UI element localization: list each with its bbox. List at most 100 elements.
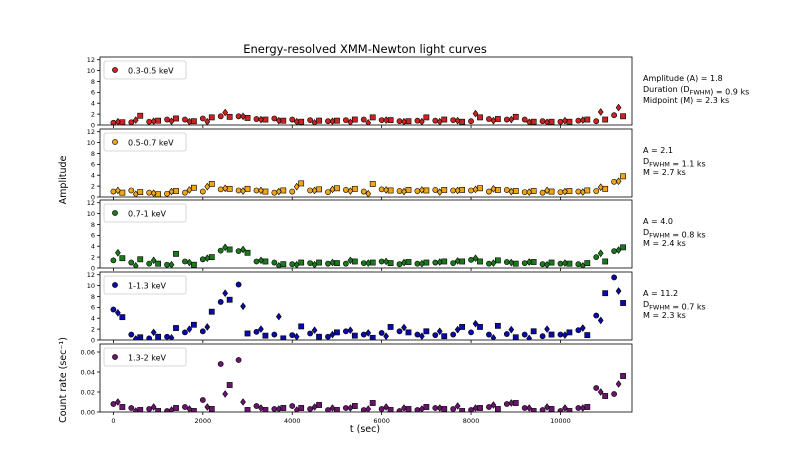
diamond-point — [454, 116, 461, 125]
legend-label: 1-1.3 keV — [128, 282, 167, 291]
square-point — [405, 118, 412, 125]
circle-point — [271, 189, 278, 196]
diamond-point — [562, 116, 568, 125]
diamond-point — [329, 404, 336, 412]
panel-2: 0 2 4 6 8 10 12 0.5-0.7 keV A = 2.1 DFWHM = 1.1 k… — [87, 128, 706, 201]
circle-point — [110, 257, 117, 264]
diamond-point — [222, 108, 229, 117]
diamond-point — [186, 186, 193, 194]
diamond-point — [436, 188, 443, 196]
y-tick-label: 0 — [91, 193, 95, 201]
diamond-point — [365, 405, 372, 412]
square-point — [620, 373, 626, 379]
circle-point — [128, 187, 135, 194]
diamond-point — [436, 117, 443, 125]
diamond-point — [383, 332, 389, 340]
square-point — [620, 300, 626, 306]
circle-point — [217, 186, 224, 193]
circle-point — [611, 178, 618, 185]
diamond-point — [383, 116, 389, 124]
square-point — [119, 404, 126, 410]
circle-point — [182, 189, 188, 196]
square-point — [512, 260, 519, 267]
diamond-point — [490, 401, 497, 409]
y-tick-label: 12 — [87, 56, 95, 64]
y-tick-label: 6 — [91, 89, 95, 97]
circle-point — [289, 261, 296, 268]
circle-point — [593, 254, 600, 261]
x-tick-label: 10000 — [550, 417, 571, 425]
diamond-point — [419, 405, 425, 412]
diamond-point — [240, 245, 246, 254]
circle-point — [253, 328, 260, 335]
square-point — [584, 116, 591, 123]
diamond-point — [401, 404, 407, 412]
square-point — [119, 119, 126, 125]
square-point — [494, 116, 501, 122]
diamond-point — [240, 187, 246, 195]
circle-point — [235, 187, 242, 194]
diamond-point — [150, 117, 157, 125]
square-point — [566, 329, 573, 336]
diamond-point — [526, 188, 533, 196]
diamond-point — [597, 316, 604, 325]
square-point — [494, 187, 501, 193]
diamond-point — [562, 331, 568, 339]
circle-point — [253, 116, 260, 122]
circle-point — [164, 333, 170, 340]
diamond-point — [347, 187, 354, 195]
square-point — [620, 113, 626, 120]
diamond-point — [132, 407, 139, 412]
diamond-point — [472, 254, 479, 263]
square-point — [441, 116, 448, 123]
diamond-point — [544, 325, 550, 333]
circle-point — [164, 116, 170, 123]
circle-point — [486, 116, 492, 122]
square-point — [477, 324, 483, 330]
square-point — [173, 325, 179, 331]
square-point — [155, 333, 162, 340]
diamond-point — [132, 116, 139, 124]
diamond-point — [490, 259, 497, 267]
legend-box — [103, 132, 187, 152]
diamond-point — [597, 183, 604, 192]
diamond-point — [436, 258, 443, 266]
diamond-point — [115, 398, 121, 406]
diamond-point — [329, 185, 336, 194]
panel-1-points — [110, 103, 626, 125]
diamond-point — [186, 117, 193, 125]
y-tick-label: 4 — [91, 100, 95, 108]
diamond-point — [186, 405, 193, 412]
circle-point — [521, 116, 528, 123]
legend-box — [103, 347, 187, 367]
diamond-point — [115, 186, 121, 195]
square-point — [477, 185, 483, 192]
y-tick-label: 6 — [91, 232, 95, 240]
square-point — [566, 408, 573, 412]
circle-point — [146, 189, 153, 196]
square-point — [387, 407, 394, 412]
circle-point — [217, 299, 224, 305]
square-point — [280, 261, 287, 268]
square-point — [173, 188, 179, 194]
legend-box — [103, 203, 187, 223]
square-point — [226, 246, 233, 253]
square-point — [190, 408, 197, 412]
diamond-point — [204, 117, 211, 125]
diamond-point — [526, 258, 533, 266]
circle-point — [325, 333, 331, 340]
square-point — [477, 258, 483, 265]
y-tick-label: 0 — [91, 264, 95, 272]
circle-point — [307, 117, 314, 124]
circle-point — [468, 118, 474, 125]
circle-point — [182, 116, 188, 123]
diamond-point — [311, 260, 318, 268]
x-tick-label: 2000 — [195, 417, 212, 425]
square-point — [530, 188, 537, 194]
square-point — [351, 116, 358, 123]
square-point — [298, 180, 305, 187]
fit-annotation-line: DFWHM = 1.1 ks — [643, 157, 706, 169]
circle-point — [611, 274, 618, 281]
y-tick-label: 10 — [87, 67, 95, 75]
square-point — [459, 258, 466, 265]
